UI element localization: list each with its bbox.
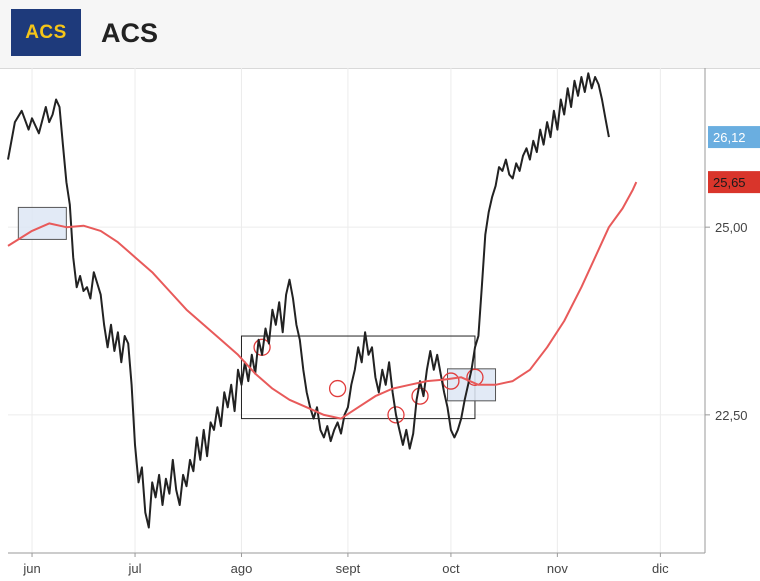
price-chart: jun jul ago sept oct nov dic 25,00 22,50 26,12 25… xyxy=(7,68,760,576)
moving-average-line xyxy=(7,181,638,420)
x-tick-label-oct: oct xyxy=(442,561,460,576)
x-tick-label-ago: ago xyxy=(231,561,253,576)
company-name: ACS xyxy=(101,18,159,48)
x-tick-label-nov: nov xyxy=(547,561,568,576)
axis-layer: jun jul ago sept oct nov dic 25,00 22,50 xyxy=(8,68,748,576)
series-layer xyxy=(7,72,638,529)
last-price-label: 26,12 xyxy=(713,130,746,145)
grid-layer xyxy=(8,68,705,553)
x-tick-label-dic: dic xyxy=(652,561,669,576)
x-tick-label-jul: jul xyxy=(128,561,142,576)
annotation-circle xyxy=(411,387,429,405)
price-line xyxy=(7,72,610,529)
annotation-circle xyxy=(328,379,347,398)
x-tick-label-sept: sept xyxy=(336,561,361,576)
moving-average-badge xyxy=(708,171,760,194)
annotation-circle xyxy=(466,368,484,386)
stock-header: ACS ACS xyxy=(0,0,760,69)
price-chart-container: jun jul ago sept oct nov dic 25,00 22,50 26,12 25… xyxy=(0,68,760,581)
label-layer: 26,12 25,65 xyxy=(708,126,760,194)
y-tick-label: 22,50 xyxy=(715,408,748,423)
last-price-badge xyxy=(708,126,760,149)
company-logo: ACS xyxy=(11,9,81,56)
y-tick-label: 25,00 xyxy=(715,220,748,235)
annotation-circle xyxy=(387,406,405,424)
x-tick-label-jun: jun xyxy=(22,561,40,576)
moving-average-label: 25,65 xyxy=(713,175,746,190)
logo-text: ACS xyxy=(25,21,67,43)
